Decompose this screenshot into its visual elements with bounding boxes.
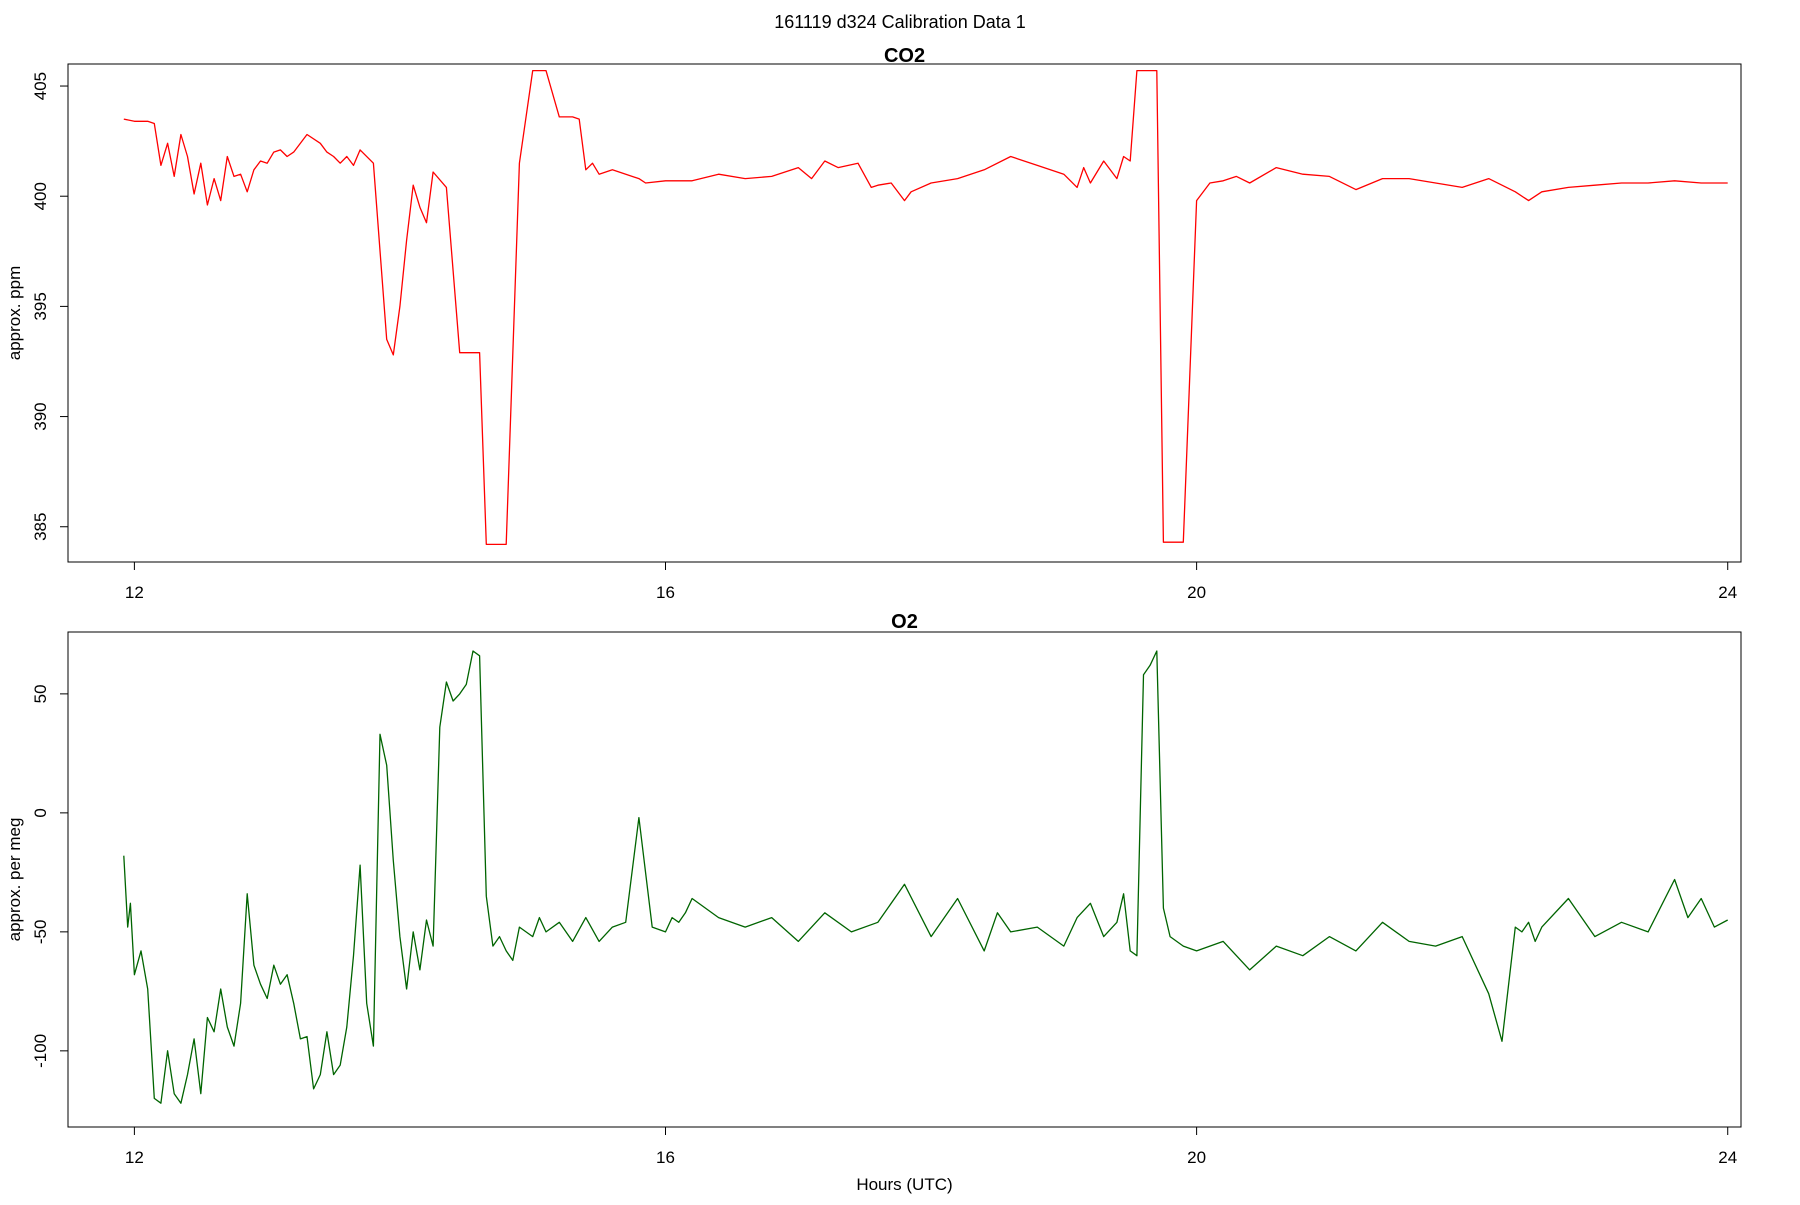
o2-plot-frame: [67, 631, 1742, 1128]
co2-y-tick-label: 390: [31, 402, 50, 430]
o2-x-tick-label: 16: [656, 1148, 675, 1167]
co2-y-tick-label: 400: [31, 182, 50, 210]
o2-panel: O2 12 16 20 24 -100 -50 0 50 approx. per meg Hours…: [5, 611, 1742, 1194]
figure-title: 161119 d324 Calibration Data 1: [774, 12, 1026, 32]
co2-x-tick-label: 16: [656, 583, 675, 602]
o2-x-tick-label: 20: [1187, 1148, 1206, 1167]
o2-x-axis-label: Hours (UTC): [856, 1175, 952, 1194]
co2-x-tick-label: 24: [1718, 583, 1737, 602]
co2-x-tick-label: 20: [1187, 583, 1206, 602]
o2-x-tick-label: 12: [125, 1148, 144, 1167]
co2-y-tick-label: 405: [31, 72, 50, 100]
co2-panel: CO2 12 16 20 24 385 390 395 400 405 approx. ppm: [5, 45, 1742, 602]
o2-series-line: [123, 650, 1729, 1104]
co2-y-axis-label: approx. ppm: [5, 266, 24, 361]
o2-y-tick-label: 50: [31, 684, 50, 703]
co2-panel-title: CO2: [884, 45, 925, 67]
o2-y-tick-label: -100: [31, 1034, 50, 1068]
co2-series-line: [123, 69, 1728, 546]
o2-y-tick-label: 0: [31, 808, 50, 817]
o2-panel-title: O2: [891, 611, 918, 633]
o2-x-tick-label: 24: [1718, 1148, 1737, 1167]
co2-x-tick-label: 12: [125, 583, 144, 602]
co2-plot-frame: [67, 63, 1742, 563]
o2-y-tick-label: -50: [31, 920, 50, 945]
co2-y-tick-label: 395: [31, 292, 50, 320]
co2-y-tick-label: 385: [31, 513, 50, 541]
o2-y-axis-label: approx. per meg: [5, 818, 24, 942]
